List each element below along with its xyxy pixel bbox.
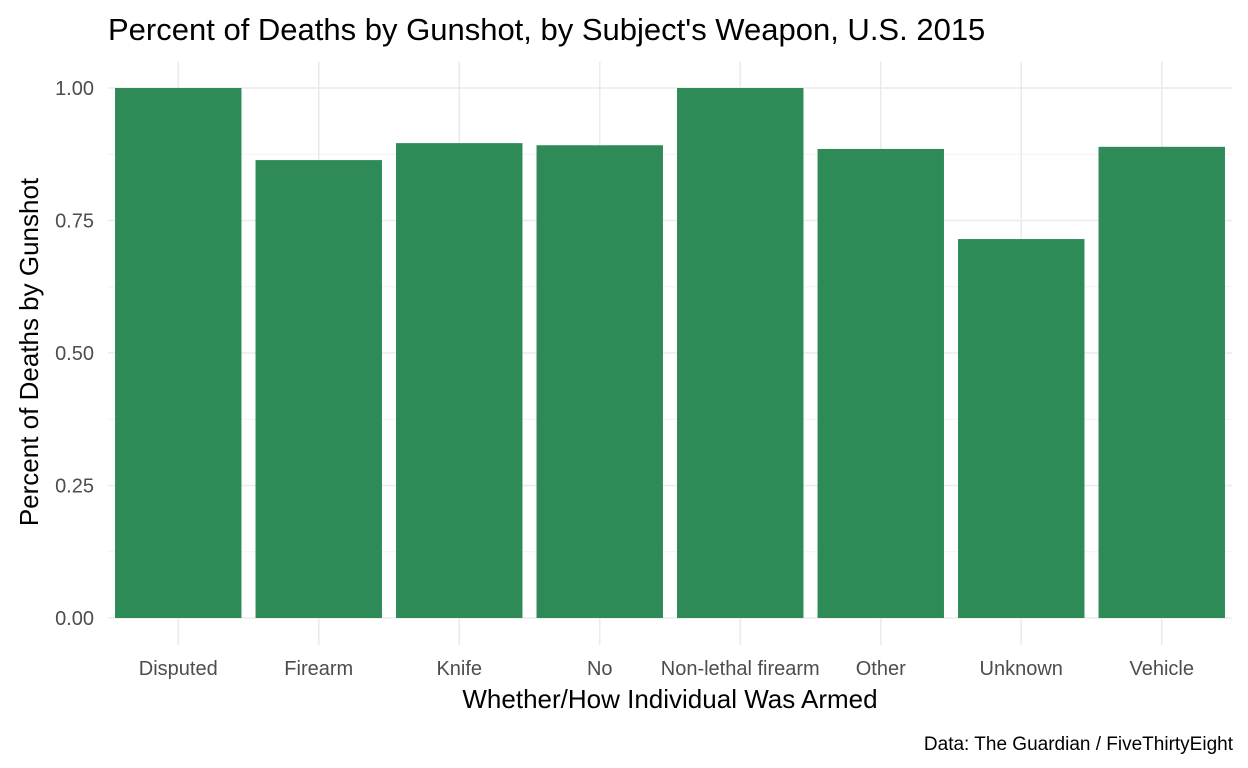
x-tick-label: Vehicle: [1130, 658, 1195, 680]
chart-caption: Data: The Guardian / FiveThirtyEight: [924, 734, 1234, 755]
chart-title: Percent of Deaths by Gunshot, by Subject…: [108, 12, 985, 47]
x-tick-label: Other: [856, 658, 906, 680]
x-tick-label: Unknown: [980, 658, 1063, 680]
x-tick-label: Disputed: [139, 658, 218, 680]
y-axis-title: Percent of Deaths by Gunshot: [14, 177, 44, 526]
bar-no: [536, 145, 663, 619]
x-tick-label: No: [587, 658, 613, 680]
bar-non-lethal-firearm: [677, 88, 804, 618]
y-axis-ticks: 0.00 0.25 0.50 0.75 1.00: [55, 78, 94, 630]
y-tick-label: 0.25: [55, 476, 94, 498]
x-axis-ticks: Disputed Firearm Knife No Non-lethal firearm…: [139, 658, 1194, 680]
y-tick-label: 0.75: [55, 211, 94, 233]
x-tick-label: Non-lethal firearm: [661, 658, 820, 680]
x-tick-label: Knife: [436, 658, 482, 680]
y-tick-label: 0.00: [55, 608, 94, 630]
x-axis-title: Whether/How Individual Was Armed: [462, 684, 877, 714]
bar-disputed: [115, 88, 242, 618]
bar-unknown: [958, 239, 1085, 619]
bar-vehicle: [1098, 146, 1225, 618]
bar-other: [817, 148, 944, 618]
x-tick-label: Firearm: [284, 658, 353, 680]
bar-knife: [396, 143, 523, 618]
y-tick-label: 0.50: [55, 343, 94, 365]
bars-layer: [115, 88, 1225, 619]
bar-firearm: [255, 160, 382, 618]
y-tick-label: 1.00: [55, 78, 94, 100]
